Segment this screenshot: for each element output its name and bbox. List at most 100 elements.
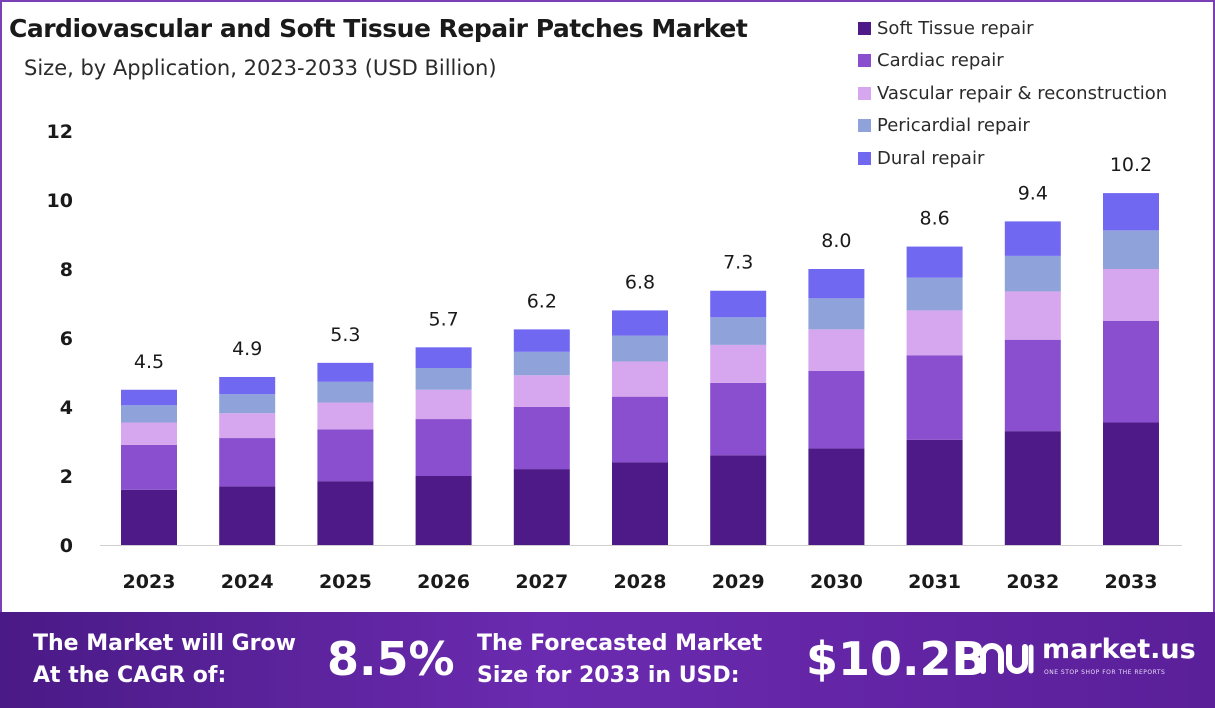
legend-swatch <box>858 21 871 35</box>
x-tick-label: 2032 <box>1006 571 1059 593</box>
bar-segment <box>612 396 668 463</box>
bar-total-label: 4.5 <box>134 351 164 373</box>
bar-segment <box>710 317 767 345</box>
bar-total-label: 8.0 <box>821 230 851 252</box>
bar-segment <box>1004 431 1061 545</box>
bar-segment <box>1103 230 1159 269</box>
bar-segment <box>219 413 276 439</box>
bar-total-label: 6.2 <box>527 290 557 312</box>
bar-segment <box>513 469 570 545</box>
x-tick-label: 2033 <box>1105 571 1158 593</box>
bar-total-label: 8.6 <box>919 208 949 230</box>
bar-segment <box>808 448 865 545</box>
bar-segment <box>710 290 767 318</box>
x-tick-label: 2024 <box>221 571 274 593</box>
x-tick-label: 2026 <box>417 571 470 593</box>
legend-label: Soft Tissue repair <box>877 17 1034 39</box>
y-tick-label: 6 <box>60 328 73 350</box>
chart-title: Cardiovascular and Soft Tissue Repair Pa… <box>9 14 748 43</box>
bar-segment <box>1004 291 1061 340</box>
legend-swatch <box>858 54 871 68</box>
bar-segment <box>219 438 276 487</box>
bar-segment <box>710 344 767 383</box>
market-us-tagline: ONE STOP SHOP FOR THE REPORTS <box>1044 669 1166 676</box>
bar-segment <box>1004 221 1061 256</box>
forecast-value: $10.2B <box>806 632 987 686</box>
bar-segment <box>415 419 472 476</box>
bar-segment <box>710 382 767 456</box>
chart-legend: Soft Tissue repair Cardiac repair Vascul… <box>858 12 1167 175</box>
bar-segment <box>1103 422 1159 545</box>
bar-segment <box>1103 269 1159 321</box>
bar-segment <box>612 310 668 336</box>
bar-total-label: 5.3 <box>330 324 360 346</box>
cagr-label-line1: The Market will Grow <box>33 631 296 656</box>
x-tick-label: 2023 <box>123 571 176 593</box>
bar-segment <box>513 329 570 352</box>
x-tick-label: 2029 <box>712 571 765 593</box>
legend-swatch <box>858 151 871 165</box>
bar-total-label: 5.7 <box>428 308 458 330</box>
bar-segment <box>906 277 963 311</box>
legend-label: Cardiac repair <box>877 50 1004 72</box>
bar-segment <box>317 381 374 403</box>
legend-swatch <box>858 119 871 133</box>
bar-segment <box>317 481 374 545</box>
x-tick-label: 2028 <box>614 571 667 593</box>
bar-segment <box>612 361 668 397</box>
bar-segment <box>710 455 767 545</box>
bar-total-label: 6.8 <box>625 271 655 293</box>
bar-total-label: 9.4 <box>1018 182 1048 204</box>
bar-segment <box>121 422 177 445</box>
bar-segment <box>1103 320 1159 423</box>
bar-segment <box>415 476 472 545</box>
legend-item-pericardial: Pericardial repair <box>858 110 1167 143</box>
market-us-logo-icon <box>980 643 1034 674</box>
market-us-logo-text: market.us <box>1042 634 1196 665</box>
bar-segment <box>1103 193 1159 231</box>
footer-banner: The Market will Grow At the CAGR of: 8.5… <box>0 612 1215 708</box>
bar-segment <box>219 394 276 414</box>
bar-segment <box>415 368 472 390</box>
bar-total-label: 10.2 <box>1110 154 1152 176</box>
bar-segment <box>808 370 865 449</box>
x-tick-label: 2025 <box>319 571 372 593</box>
y-tick-label: 2 <box>60 466 73 488</box>
bar-segment <box>906 439 963 545</box>
legend-label: Dural repair <box>877 147 985 169</box>
bar-total-label: 7.3 <box>723 252 753 274</box>
bar-segment <box>1004 339 1061 432</box>
x-tick-label: 2031 <box>908 571 961 593</box>
bar-segment <box>808 329 865 371</box>
y-tick-label: 4 <box>60 397 73 419</box>
y-tick-label: 0 <box>60 535 73 557</box>
legend-label: Vascular repair & reconstruction <box>877 82 1168 104</box>
bar-segment <box>612 335 668 362</box>
bar-segment <box>415 347 472 369</box>
bar-segment <box>317 362 374 382</box>
legend-label: Pericardial repair <box>877 115 1030 137</box>
y-tick-label: 10 <box>47 190 73 212</box>
cagr-label-line2: At the CAGR of: <box>33 663 227 688</box>
bar-segment <box>219 486 276 545</box>
legend-item-cardiac: Cardiac repair <box>858 45 1167 78</box>
bar-segment <box>513 375 570 407</box>
legend-item-vascular: Vascular repair & reconstruction <box>858 77 1167 110</box>
bar-segment <box>906 246 963 278</box>
bar-segment <box>513 351 570 376</box>
y-tick-label: 8 <box>60 259 73 281</box>
x-tick-label: 2030 <box>810 571 863 593</box>
bar-segment <box>121 444 177 490</box>
bar-segment <box>219 376 276 395</box>
x-tick-label: 2027 <box>515 571 568 593</box>
forecast-label-line2: Size for 2033 in USD: <box>477 663 740 688</box>
bar-segment <box>415 389 472 420</box>
y-tick-label: 12 <box>47 121 73 143</box>
forecast-label-line1: The Forecasted Market <box>477 631 763 656</box>
bar-segment <box>906 355 963 440</box>
bar-segment <box>121 389 177 406</box>
legend-swatch <box>858 86 871 100</box>
legend-item-soft-tissue: Soft Tissue repair <box>858 12 1167 45</box>
bar-segment <box>121 489 177 545</box>
